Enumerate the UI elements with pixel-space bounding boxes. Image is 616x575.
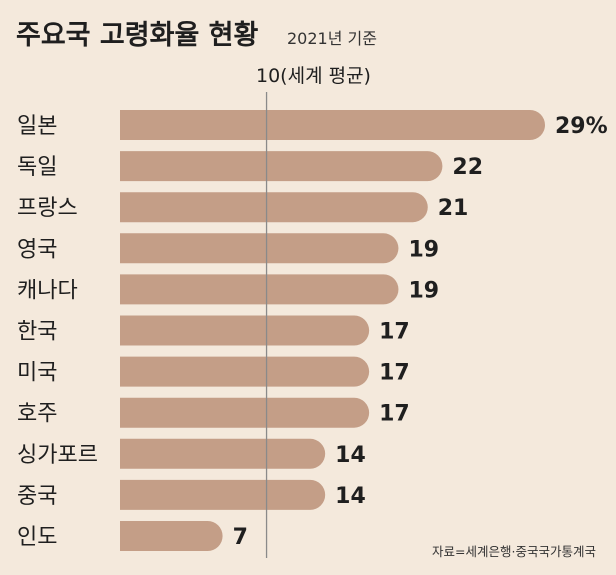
reference-line-label: 10(세계 평균) [256,65,371,87]
value-label: 17 [379,402,410,427]
source-note: 자료=세계은행·중국국가통계국 [432,544,596,559]
value-label: 17 [379,361,410,386]
category-label: 영국 [17,237,57,262]
bar [120,151,443,182]
value-label: 22 [452,155,483,180]
value-label: 7 [233,525,248,550]
value-label: 19 [408,278,439,303]
category-label: 일본 [17,114,57,139]
value-label: 14 [335,443,366,468]
chart-title: 주요국 고령화율 현황 [16,20,259,51]
bar [120,110,545,140]
value-label: 29% [555,114,608,139]
bar [120,192,428,223]
category-label: 캐나다 [17,278,78,303]
category-label: 싱가포르 [17,443,98,468]
value-label: 17 [379,320,410,345]
chart-subtitle: 2021년 기준 [287,29,377,48]
category-label: 독일 [17,155,57,180]
category-label: 호주 [17,402,57,427]
bar [120,274,399,305]
bar [120,438,326,469]
bar [120,479,326,510]
category-label: 중국 [17,484,57,509]
category-label: 미국 [17,361,57,386]
category-label: 한국 [17,320,57,345]
bar [120,233,399,264]
bar [120,397,370,428]
category-label: 인도 [17,525,57,550]
value-label: 21 [438,196,469,221]
value-label: 14 [335,484,366,509]
bar [120,356,370,387]
bar [120,315,370,346]
bars-group: 일본 29% 독일 22 프랑스 21 영국 19 캐나다 19 한국 17 미국 17 호주 17 싱가포르 1… [17,110,608,551]
value-label: 19 [408,237,439,262]
bar [120,521,223,551]
category-label: 프랑스 [17,196,78,221]
